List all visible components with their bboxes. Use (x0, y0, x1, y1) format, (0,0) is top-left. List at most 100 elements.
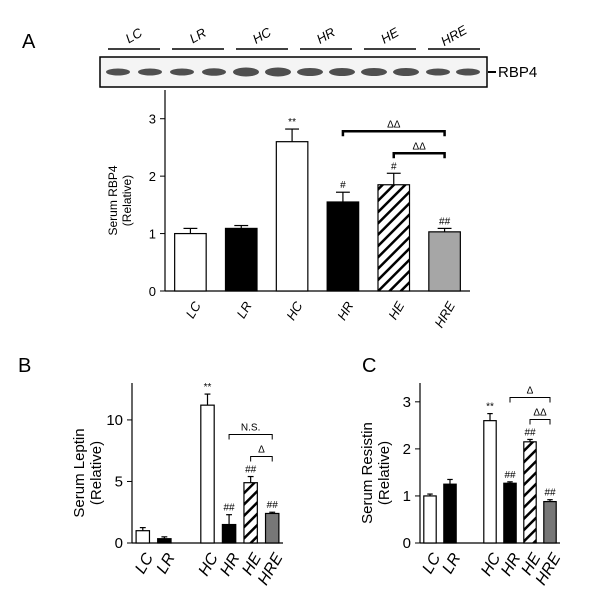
bar (503, 482, 517, 544)
x-tick-label: LR (439, 550, 464, 577)
bracket-label: ΔΔ (387, 119, 401, 130)
significance-mark: ** (486, 402, 494, 413)
bar (543, 500, 557, 544)
y-axis-label: Serum RBP4 (106, 165, 120, 235)
bracket-label: Δ (258, 445, 265, 456)
y-tick-label: 2 (403, 441, 411, 458)
bracket-label: Δ (527, 385, 534, 396)
y-tick-label: 1 (149, 227, 156, 242)
x-tick-label: LC (183, 298, 205, 320)
bar (157, 538, 172, 544)
bar (423, 495, 437, 544)
y-tick-label: 3 (403, 394, 411, 411)
y-axis-label-sub: (Relative) (88, 441, 105, 505)
error-bar (386, 172, 401, 185)
error-bar (183, 227, 198, 234)
significance-mark: ** (204, 382, 212, 393)
error-bar (161, 536, 168, 539)
blot-label: RBP4 (498, 64, 537, 81)
y-tick-label: 0 (149, 284, 156, 299)
x-tick-label: LC (132, 550, 157, 577)
significance-mark: ## (504, 470, 516, 481)
error-bar (139, 527, 146, 531)
bar (523, 441, 537, 544)
bracket (228, 434, 273, 440)
significance-mark: ** (288, 117, 296, 128)
x-tick-label: HE (385, 299, 407, 322)
significance-mark: ## (524, 427, 536, 438)
panel-label: A (22, 31, 36, 53)
bar (275, 141, 309, 292)
error-bar (335, 191, 350, 202)
bracket-label: ΔΔ (533, 407, 547, 418)
bar (174, 232, 207, 292)
significance-mark: ## (544, 488, 556, 499)
error-bar (269, 511, 276, 514)
significance-mark: ## (224, 503, 236, 514)
x-tick-label: HC (196, 550, 222, 579)
bracket (250, 456, 273, 462)
error-bar (226, 514, 233, 525)
significance-mark: # (391, 161, 397, 172)
bracket (529, 418, 551, 425)
bracket (509, 396, 551, 403)
y-axis-label-sub: (Relative) (120, 175, 134, 226)
bracket-label: N.S. (241, 423, 260, 434)
y-tick-label: 5 (115, 473, 123, 490)
bar (221, 523, 237, 544)
x-tick-label: HR (217, 550, 243, 579)
x-tick-label: LR (233, 299, 254, 321)
lane-label: LC (123, 25, 145, 47)
x-tick-label: HC (283, 298, 306, 322)
bracket (392, 152, 446, 159)
error-bar (204, 393, 211, 406)
bracket-label: ΔΔ (412, 141, 426, 152)
blot (99, 56, 496, 88)
x-tick-label: LR (154, 550, 179, 577)
error-bar (507, 481, 513, 484)
y-axis-label: Serum Leptin (71, 428, 88, 517)
y-tick-label: 0 (115, 535, 123, 552)
bar (326, 201, 360, 292)
y-axis-label: Serum Resistin (359, 422, 376, 524)
bar (483, 420, 497, 544)
y-tick-label: 10 (106, 412, 123, 429)
error-bar (527, 438, 533, 442)
bar (377, 184, 411, 292)
error-bar (547, 499, 553, 502)
x-tick-label: HRE (431, 299, 458, 331)
x-tick-label: HRE (255, 550, 287, 588)
bar (135, 530, 151, 544)
bar (428, 231, 461, 292)
error-bar (234, 224, 249, 229)
bracket (341, 130, 446, 137)
lane-label: HC (250, 24, 274, 47)
lane-label: HR (314, 24, 338, 46)
panel-label: B (18, 355, 31, 377)
error-bar (247, 475, 254, 483)
lane-label: LR (187, 25, 209, 46)
significance-mark: ## (267, 500, 279, 511)
error-bar (285, 128, 300, 142)
bar (200, 404, 215, 544)
significance-mark: # (340, 180, 346, 191)
bar (264, 512, 280, 544)
y-tick-label: 2 (149, 169, 156, 184)
error-bar (427, 493, 433, 496)
panel-label: C (362, 355, 376, 377)
y-axis-label-sub: (Relative) (376, 441, 393, 505)
lane-label: HRE (438, 22, 470, 49)
lane-label: HE (378, 24, 401, 46)
x-tick-label: HR (334, 299, 356, 323)
significance-mark: ## (245, 465, 257, 476)
bar (243, 482, 258, 544)
significance-mark: ## (439, 216, 451, 227)
error-bar (487, 412, 493, 421)
y-tick-label: 0 (403, 535, 411, 552)
y-tick-label: 3 (149, 112, 156, 127)
y-tick-label: 1 (403, 488, 411, 505)
error-bar (447, 478, 453, 485)
bar (224, 227, 258, 292)
x-tick-label: LC (419, 550, 444, 577)
